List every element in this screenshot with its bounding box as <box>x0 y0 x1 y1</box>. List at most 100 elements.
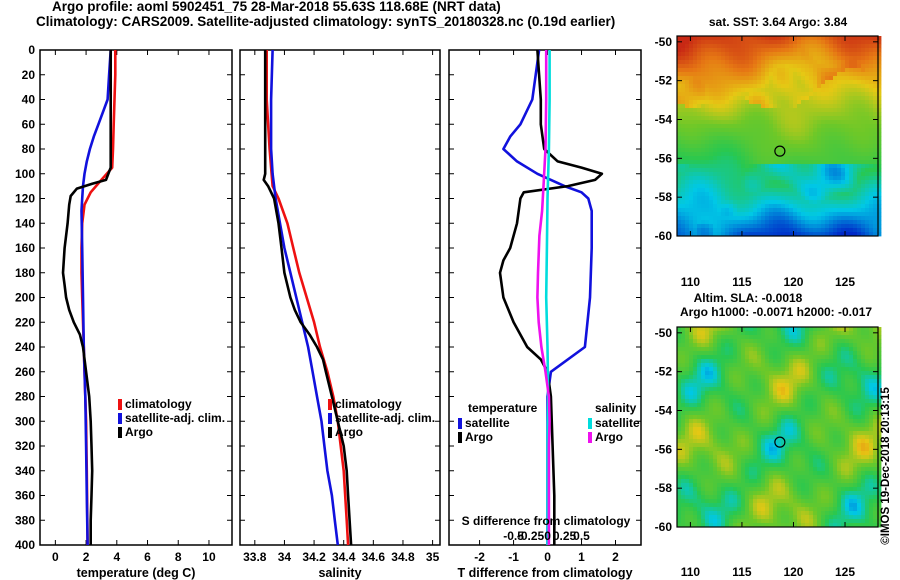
map-cell <box>705 148 710 153</box>
map-cell <box>865 196 870 201</box>
map-cell <box>685 116 690 121</box>
map-cell <box>817 188 822 193</box>
map-cell <box>689 467 694 472</box>
map-cell <box>685 156 690 161</box>
map-cell <box>797 176 802 181</box>
map-cell <box>793 96 798 101</box>
map-cell <box>697 483 702 488</box>
map-cell <box>869 367 874 372</box>
map-cell <box>801 172 806 177</box>
map-cell <box>833 232 838 237</box>
map-cell <box>733 491 738 496</box>
map-cell <box>677 180 682 185</box>
map-cell <box>841 72 846 77</box>
map-cell <box>861 204 866 209</box>
map-cell <box>713 160 718 165</box>
map-cell <box>809 136 814 141</box>
map-cell <box>777 331 782 336</box>
map-cell <box>865 475 870 480</box>
map-cell <box>821 399 826 404</box>
map-cell <box>693 463 698 468</box>
map-cell <box>765 144 770 149</box>
map-cell <box>725 367 730 372</box>
map-cell <box>857 116 862 121</box>
map-cell <box>809 72 814 77</box>
map-cell <box>865 451 870 456</box>
map-cell <box>757 447 762 452</box>
map-cell <box>701 475 706 480</box>
map-cell <box>705 383 710 388</box>
map-cell <box>825 84 830 89</box>
map-cell <box>833 363 838 368</box>
map-cell <box>813 156 818 161</box>
map-cell <box>845 112 850 117</box>
map-cell <box>733 495 738 500</box>
map-cell <box>729 491 734 496</box>
map-cell <box>829 351 834 356</box>
map-cell <box>749 112 754 117</box>
map-cell <box>689 140 694 145</box>
map-cell <box>753 495 758 500</box>
map-cell <box>749 116 754 121</box>
map-cell <box>789 48 794 53</box>
map-cell <box>793 184 798 189</box>
map-cell <box>725 44 730 49</box>
map-cell <box>785 92 790 97</box>
map-cell <box>749 184 754 189</box>
map-cell <box>745 435 750 440</box>
map-cell <box>833 48 838 53</box>
map-cell <box>685 148 690 153</box>
map-cell <box>733 327 738 332</box>
map-cell <box>825 391 830 396</box>
map-cell <box>741 491 746 496</box>
map-cell <box>713 176 718 181</box>
map-cell <box>877 399 882 404</box>
map-cell <box>729 172 734 177</box>
map-cell <box>829 36 834 41</box>
map-cell <box>877 224 882 229</box>
map-cell <box>745 132 750 137</box>
map-cell <box>681 411 686 416</box>
map-cell <box>701 395 706 400</box>
map-cell <box>785 439 790 444</box>
map-cell <box>757 419 762 424</box>
map-cell <box>741 44 746 49</box>
map-cell <box>845 120 850 125</box>
map-cell <box>821 108 826 113</box>
map-cell <box>721 347 726 352</box>
map-cell <box>697 100 702 105</box>
map-cell <box>809 220 814 225</box>
map-cell <box>741 84 746 89</box>
map-cell <box>865 439 870 444</box>
map-cell <box>753 128 758 133</box>
map-cell <box>841 359 846 364</box>
map-cell <box>837 431 842 436</box>
map-cell <box>845 463 850 468</box>
map-cell <box>745 116 750 121</box>
map-cell <box>717 491 722 496</box>
map-cell <box>869 471 874 476</box>
map-cell <box>709 447 714 452</box>
map-cell <box>745 427 750 432</box>
map-cell <box>677 431 682 436</box>
map-cell <box>729 88 734 93</box>
map-cell <box>857 375 862 380</box>
map-cell <box>701 339 706 344</box>
map-cell <box>733 351 738 356</box>
map-cell <box>857 60 862 65</box>
map-cell <box>713 443 718 448</box>
map-cell <box>753 347 758 352</box>
map-cell <box>861 383 866 388</box>
map-cell <box>741 411 746 416</box>
map-cell <box>725 136 730 141</box>
map-cell <box>741 403 746 408</box>
map-cell <box>689 44 694 49</box>
map-cell <box>689 176 694 181</box>
map-cell <box>873 431 878 436</box>
map-cell <box>733 60 738 65</box>
map-cell <box>717 136 722 141</box>
map-cell <box>717 60 722 65</box>
map-cell <box>809 144 814 149</box>
map-cell <box>709 180 714 185</box>
map-cell <box>861 132 866 137</box>
